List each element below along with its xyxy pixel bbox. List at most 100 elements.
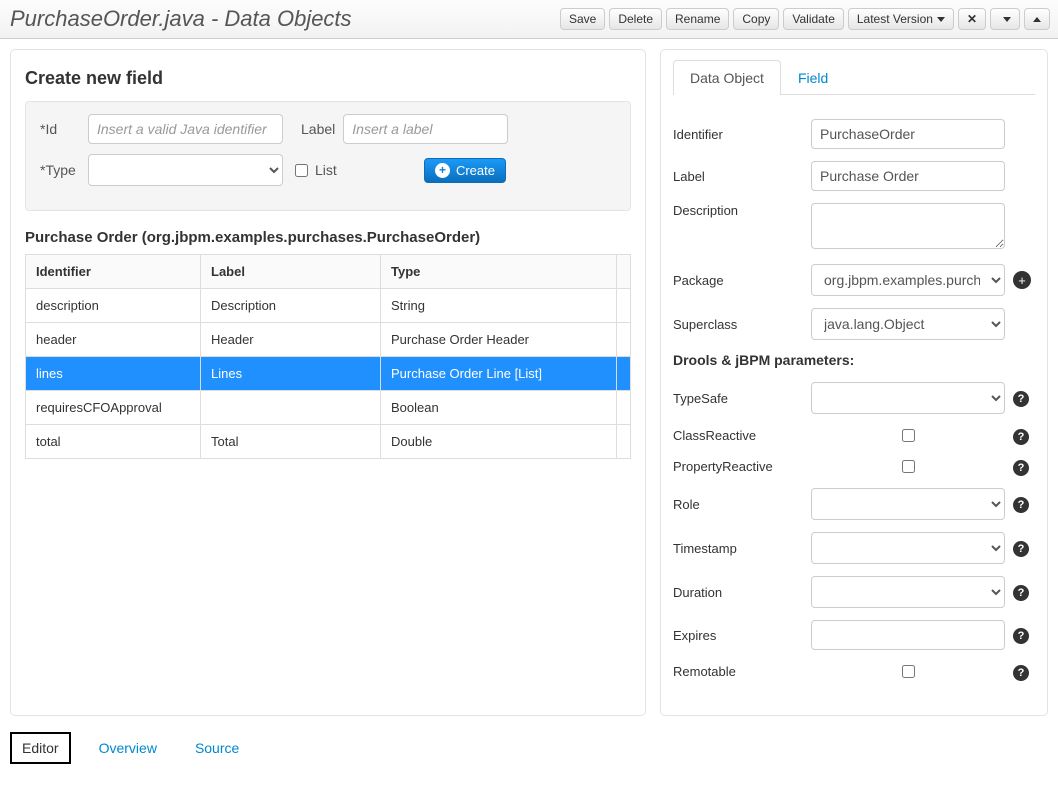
tab-editor[interactable]: Editor (10, 732, 71, 764)
superclass-select[interactable]: java.lang.Object (811, 308, 1005, 340)
cell-label: Total (201, 425, 381, 459)
tab-overview[interactable]: Overview (89, 734, 167, 762)
timestamp-label: Timestamp (673, 541, 803, 556)
cell-handle (617, 357, 631, 391)
table-row[interactable]: requiresCFOApprovalBoolean (26, 391, 631, 425)
create-field-form: *Id Label *Type List + Create (25, 101, 631, 211)
timestamp-select[interactable] (811, 532, 1005, 564)
chevron-down-icon (1003, 17, 1011, 22)
chevron-up-icon (1033, 17, 1041, 22)
help-icon[interactable]: ? (1013, 497, 1029, 513)
plus-circle-icon: + (435, 163, 450, 178)
right-panel: Data Object Field Identifier Label Descr… (660, 49, 1048, 716)
id-label: *Id (40, 121, 80, 137)
role-select[interactable] (811, 488, 1005, 520)
page-title: PurchaseOrder.java - Data Objects (10, 6, 352, 32)
version-dropdown[interactable]: Latest Version (848, 8, 954, 30)
left-panel: Create new field *Id Label *Type List + … (10, 49, 646, 716)
col-identifier[interactable]: Identifier (26, 255, 201, 289)
cell-identifier: total (26, 425, 201, 459)
label-input[interactable] (343, 114, 508, 144)
classreactive-label: ClassReactive (673, 428, 803, 443)
cell-handle (617, 391, 631, 425)
superclass-label: Superclass (673, 317, 803, 332)
create-button[interactable]: + Create (424, 158, 506, 183)
collapse-button[interactable] (1024, 8, 1050, 30)
table-row[interactable]: linesLinesPurchase Order Line [List] (26, 357, 631, 391)
help-icon[interactable]: ? (1013, 628, 1029, 644)
table-row[interactable]: descriptionDescriptionString (26, 289, 631, 323)
table-row[interactable]: headerHeaderPurchase Order Header (26, 323, 631, 357)
validate-button[interactable]: Validate (783, 8, 843, 30)
cell-label (201, 391, 381, 425)
identifier-input[interactable] (811, 119, 1005, 149)
remotable-label: Remotable (673, 664, 803, 679)
close-button[interactable]: ✕ (958, 8, 986, 30)
list-label: List (315, 162, 337, 178)
id-input[interactable] (88, 114, 283, 144)
col-label[interactable]: Label (201, 255, 381, 289)
description-label: Description (673, 203, 803, 218)
duration-label: Duration (673, 585, 803, 600)
drools-heading: Drools & jBPM parameters: (673, 352, 1035, 368)
duration-select[interactable] (811, 576, 1005, 608)
right-tabs: Data Object Field (673, 60, 1035, 95)
cell-type: Purchase Order Header (381, 323, 617, 357)
obj-label-input[interactable] (811, 161, 1005, 191)
chevron-down-icon (937, 17, 945, 22)
propertyreactive-label: PropertyReactive (673, 459, 803, 474)
package-label: Package (673, 273, 803, 288)
identifier-label: Identifier (673, 127, 803, 142)
typesafe-label: TypeSafe (673, 391, 803, 406)
cell-label: Header (201, 323, 381, 357)
cell-label: Lines (201, 357, 381, 391)
classreactive-checkbox[interactable] (902, 429, 915, 442)
cell-identifier: description (26, 289, 201, 323)
cell-identifier: lines (26, 357, 201, 391)
delete-button[interactable]: Delete (609, 8, 662, 30)
package-select[interactable]: org.jbpm.examples.purchases (811, 264, 1005, 296)
expires-input[interactable] (811, 620, 1005, 650)
cell-handle (617, 323, 631, 357)
topbar: PurchaseOrder.java - Data Objects Save D… (0, 0, 1058, 39)
list-checkbox-wrap[interactable]: List (291, 161, 337, 180)
tab-data-object[interactable]: Data Object (673, 60, 781, 95)
tab-field[interactable]: Field (781, 60, 845, 95)
tab-source[interactable]: Source (185, 734, 249, 762)
help-icon[interactable]: ? (1013, 541, 1029, 557)
rename-button[interactable]: Rename (666, 8, 729, 30)
help-icon[interactable]: ? (1013, 391, 1029, 407)
col-type[interactable]: Type (381, 255, 617, 289)
create-field-heading: Create new field (25, 68, 631, 89)
help-icon[interactable]: ? (1013, 460, 1029, 476)
type-select[interactable] (88, 154, 283, 186)
type-label: *Type (40, 162, 80, 178)
cell-identifier: requiresCFOApproval (26, 391, 201, 425)
table-row[interactable]: totalTotalDouble (26, 425, 631, 459)
list-checkbox[interactable] (295, 164, 308, 177)
version-label: Latest Version (857, 12, 933, 26)
save-button[interactable]: Save (560, 8, 605, 30)
typesafe-select[interactable] (811, 382, 1005, 414)
cell-handle (617, 425, 631, 459)
create-button-label: Create (456, 163, 495, 178)
cell-label: Description (201, 289, 381, 323)
bottom-tabs: Editor Overview Source (0, 716, 1058, 774)
main-layout: Create new field *Id Label *Type List + … (0, 39, 1058, 716)
add-package-button[interactable]: + (1013, 271, 1031, 289)
role-label: Role (673, 497, 803, 512)
cell-type: Purchase Order Line [List] (381, 357, 617, 391)
help-icon[interactable]: ? (1013, 665, 1029, 681)
help-icon[interactable]: ? (1013, 429, 1029, 445)
help-icon[interactable]: ? (1013, 585, 1029, 601)
remotable-checkbox[interactable] (902, 665, 915, 678)
copy-button[interactable]: Copy (733, 8, 779, 30)
propertyreactive-checkbox[interactable] (902, 460, 915, 473)
cell-identifier: header (26, 323, 201, 357)
properties-form: Identifier Label Description Package org… (673, 95, 1035, 681)
cell-handle (617, 289, 631, 323)
cell-type: String (381, 289, 617, 323)
more-dropdown[interactable] (990, 8, 1020, 30)
topbar-buttons: Save Delete Rename Copy Validate Latest … (560, 8, 1050, 30)
description-input[interactable] (811, 203, 1005, 249)
